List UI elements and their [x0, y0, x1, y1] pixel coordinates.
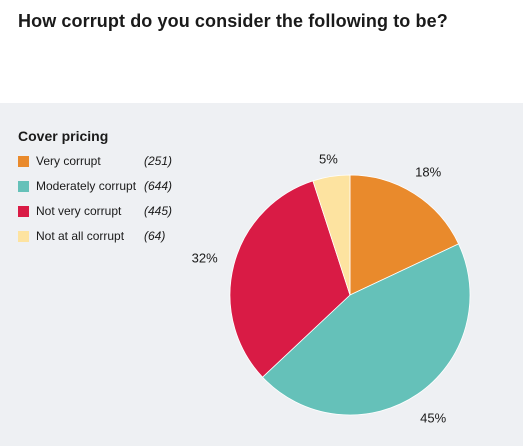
legend-item-very-corrupt: Very corrupt (251)	[18, 154, 218, 179]
pie-label-not-very-corrupt: 32%	[192, 251, 218, 266]
pie-slice-not-very-corrupt	[229, 180, 351, 378]
pie-slice-very-corrupt	[349, 174, 460, 296]
legend-label: Very corrupt	[36, 154, 101, 168]
legend-swatch-moderately-corrupt	[18, 181, 29, 192]
legend-item-not-at-all-corrupt: Not at all corrupt (64)	[18, 229, 218, 254]
pie-label-very-corrupt: 18%	[415, 165, 441, 180]
legend: Very corrupt (251) Moderately corrupt (6…	[18, 154, 218, 254]
pie-slice-moderately-corrupt	[261, 243, 471, 416]
legend-item-moderately-corrupt: Moderately corrupt (644)	[18, 179, 218, 204]
legend-count: (445)	[144, 204, 173, 218]
legend-count: (64)	[144, 229, 166, 243]
pie-label-moderately-corrupt: 45%	[420, 410, 446, 425]
chart-title: Cover pricing	[18, 128, 109, 144]
legend-swatch-not-very-corrupt	[18, 206, 29, 217]
legend-label: Moderately corrupt	[36, 179, 137, 193]
legend-label: Not at all corrupt	[36, 229, 125, 243]
legend-label: Not very corrupt	[36, 204, 122, 218]
legend-count: (644)	[144, 179, 173, 193]
pie-slice-not-at-all-corrupt	[312, 174, 351, 296]
legend-count: (251)	[144, 154, 173, 168]
legend-swatch-very-corrupt	[18, 156, 29, 167]
question-title: How corrupt do you consider the followin…	[18, 11, 448, 31]
pie-label-not-at-all-corrupt: 5%	[319, 152, 338, 167]
legend-swatch-not-at-all-corrupt	[18, 231, 29, 242]
legend-item-not-very-corrupt: Not very corrupt (445)	[18, 204, 218, 229]
